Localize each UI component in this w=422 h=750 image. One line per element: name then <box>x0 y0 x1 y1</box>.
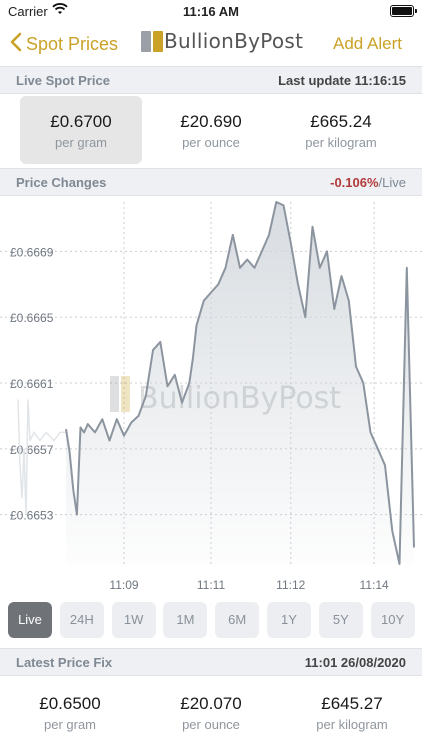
live-spot-title: Live Spot Price <box>16 73 110 88</box>
x-tick-label: 11:12 <box>276 578 305 592</box>
x-tick-label: 11:14 <box>360 578 389 592</box>
prehistory-line <box>17 399 66 515</box>
clock: 11:16 AM <box>183 4 239 19</box>
back-button[interactable]: Spot Prices <box>10 32 118 57</box>
fix-price-per-kilogram: £645.27 per kilogram <box>282 680 422 732</box>
logo-text: BullionByPost <box>164 29 304 53</box>
price-changes-title: Price Changes <box>16 175 107 190</box>
range-button-live[interactable]: Live <box>8 602 52 638</box>
change-percent: -0.106% <box>330 175 379 190</box>
fix-timestamp: 11:01 26/08/2020 <box>304 655 406 670</box>
y-tick-label: £0.6657 <box>10 443 54 457</box>
range-button-10y[interactable]: 10Y <box>370 602 415 638</box>
range-button-6m[interactable]: 6M <box>215 602 260 638</box>
latest-fix-title: Latest Price Fix <box>16 655 113 670</box>
price-unit: per kilogram <box>305 135 377 150</box>
price-unit: per ounce <box>182 135 240 150</box>
fix-price-per-gram: £0.6500 per gram <box>0 680 140 732</box>
y-tick-label: £0.6665 <box>10 311 54 325</box>
change-suffix: /Live <box>378 175 406 190</box>
range-button-5y[interactable]: 5Y <box>318 602 363 638</box>
add-alert-button[interactable]: Add Alert <box>333 34 402 53</box>
live-price-row: £0.6700 per gram £20.690 per ounce £665.… <box>0 96 422 168</box>
fix-price-unit: per gram <box>43 717 97 732</box>
price-chart[interactable]: £0.6669 £0.6665 £0.6661 £0.6657 £0.6653 11:09… <box>0 196 422 596</box>
y-tick-label: £0.6661 <box>10 377 54 391</box>
live-spot-header: Live Spot Price Last update 11:16:15 <box>0 66 422 94</box>
price-value: £20.690 <box>180 112 242 131</box>
range-button-1y[interactable]: 1Y <box>267 602 311 638</box>
fix-price-value: £645.27 <box>321 694 383 713</box>
price-line <box>65 201 415 565</box>
x-tick-label: 11:11 <box>197 578 226 592</box>
range-button-1m[interactable]: 1M <box>163 602 208 638</box>
last-update: Last update 11:16:15 <box>278 73 406 88</box>
back-button-label: Spot Prices <box>26 34 119 54</box>
y-tick-label: £0.6653 <box>10 509 54 523</box>
range-button-1w[interactable]: 1W <box>111 602 156 638</box>
logo: BullionByPost <box>140 28 303 54</box>
price-change-value: -0.106%/Live <box>330 175 406 190</box>
latest-fix-header: Latest Price Fix 11:01 26/08/2020 <box>0 648 422 676</box>
chevron-left-icon <box>10 32 26 57</box>
price-changes-header: Price Changes -0.106%/Live <box>0 168 422 196</box>
range-selector: Live 24H 1W 1M 6M 1Y 5Y 10Y <box>0 602 422 640</box>
wifi-icon <box>52 3 68 18</box>
range-button-24h[interactable]: 24H <box>59 602 104 638</box>
navigation-bar: Spot Prices BullionByPost Add Alert <box>0 24 422 66</box>
price-unit: per gram <box>54 135 108 150</box>
y-tick-label: £0.6669 <box>10 245 54 259</box>
price-chart-svg[interactable]: £0.6669 £0.6665 £0.6661 £0.6657 £0.6653 11:09… <box>0 196 422 596</box>
price-per-gram[interactable]: £0.6700 per gram <box>20 96 142 164</box>
battery-icon <box>390 5 417 17</box>
price-area <box>66 202 414 564</box>
status-bar: Carrier 11:16 AM <box>0 0 422 24</box>
fix-price-row: £0.6500 per gram £20.070 per ounce £645.… <box>0 680 422 750</box>
price-per-kilogram[interactable]: £665.24 per kilogram <box>280 96 402 164</box>
carrier-label: Carrier <box>8 4 48 19</box>
x-tick-label: 11:09 <box>109 578 138 592</box>
bullion-bars-icon <box>141 31 163 52</box>
fix-price-value: £20.070 <box>180 694 242 713</box>
price-value: £0.6700 <box>50 112 112 131</box>
fix-price-value: £0.6500 <box>39 694 101 713</box>
watermark <box>110 376 130 412</box>
fix-price-unit: per kilogram <box>316 717 388 732</box>
fix-price-per-ounce: £20.070 per ounce <box>141 680 281 732</box>
fix-price-unit: per ounce <box>182 717 240 732</box>
price-per-ounce[interactable]: £20.690 per ounce <box>150 96 272 164</box>
watermark-text: BullionByPost <box>138 381 341 416</box>
price-value: £665.24 <box>310 112 372 131</box>
